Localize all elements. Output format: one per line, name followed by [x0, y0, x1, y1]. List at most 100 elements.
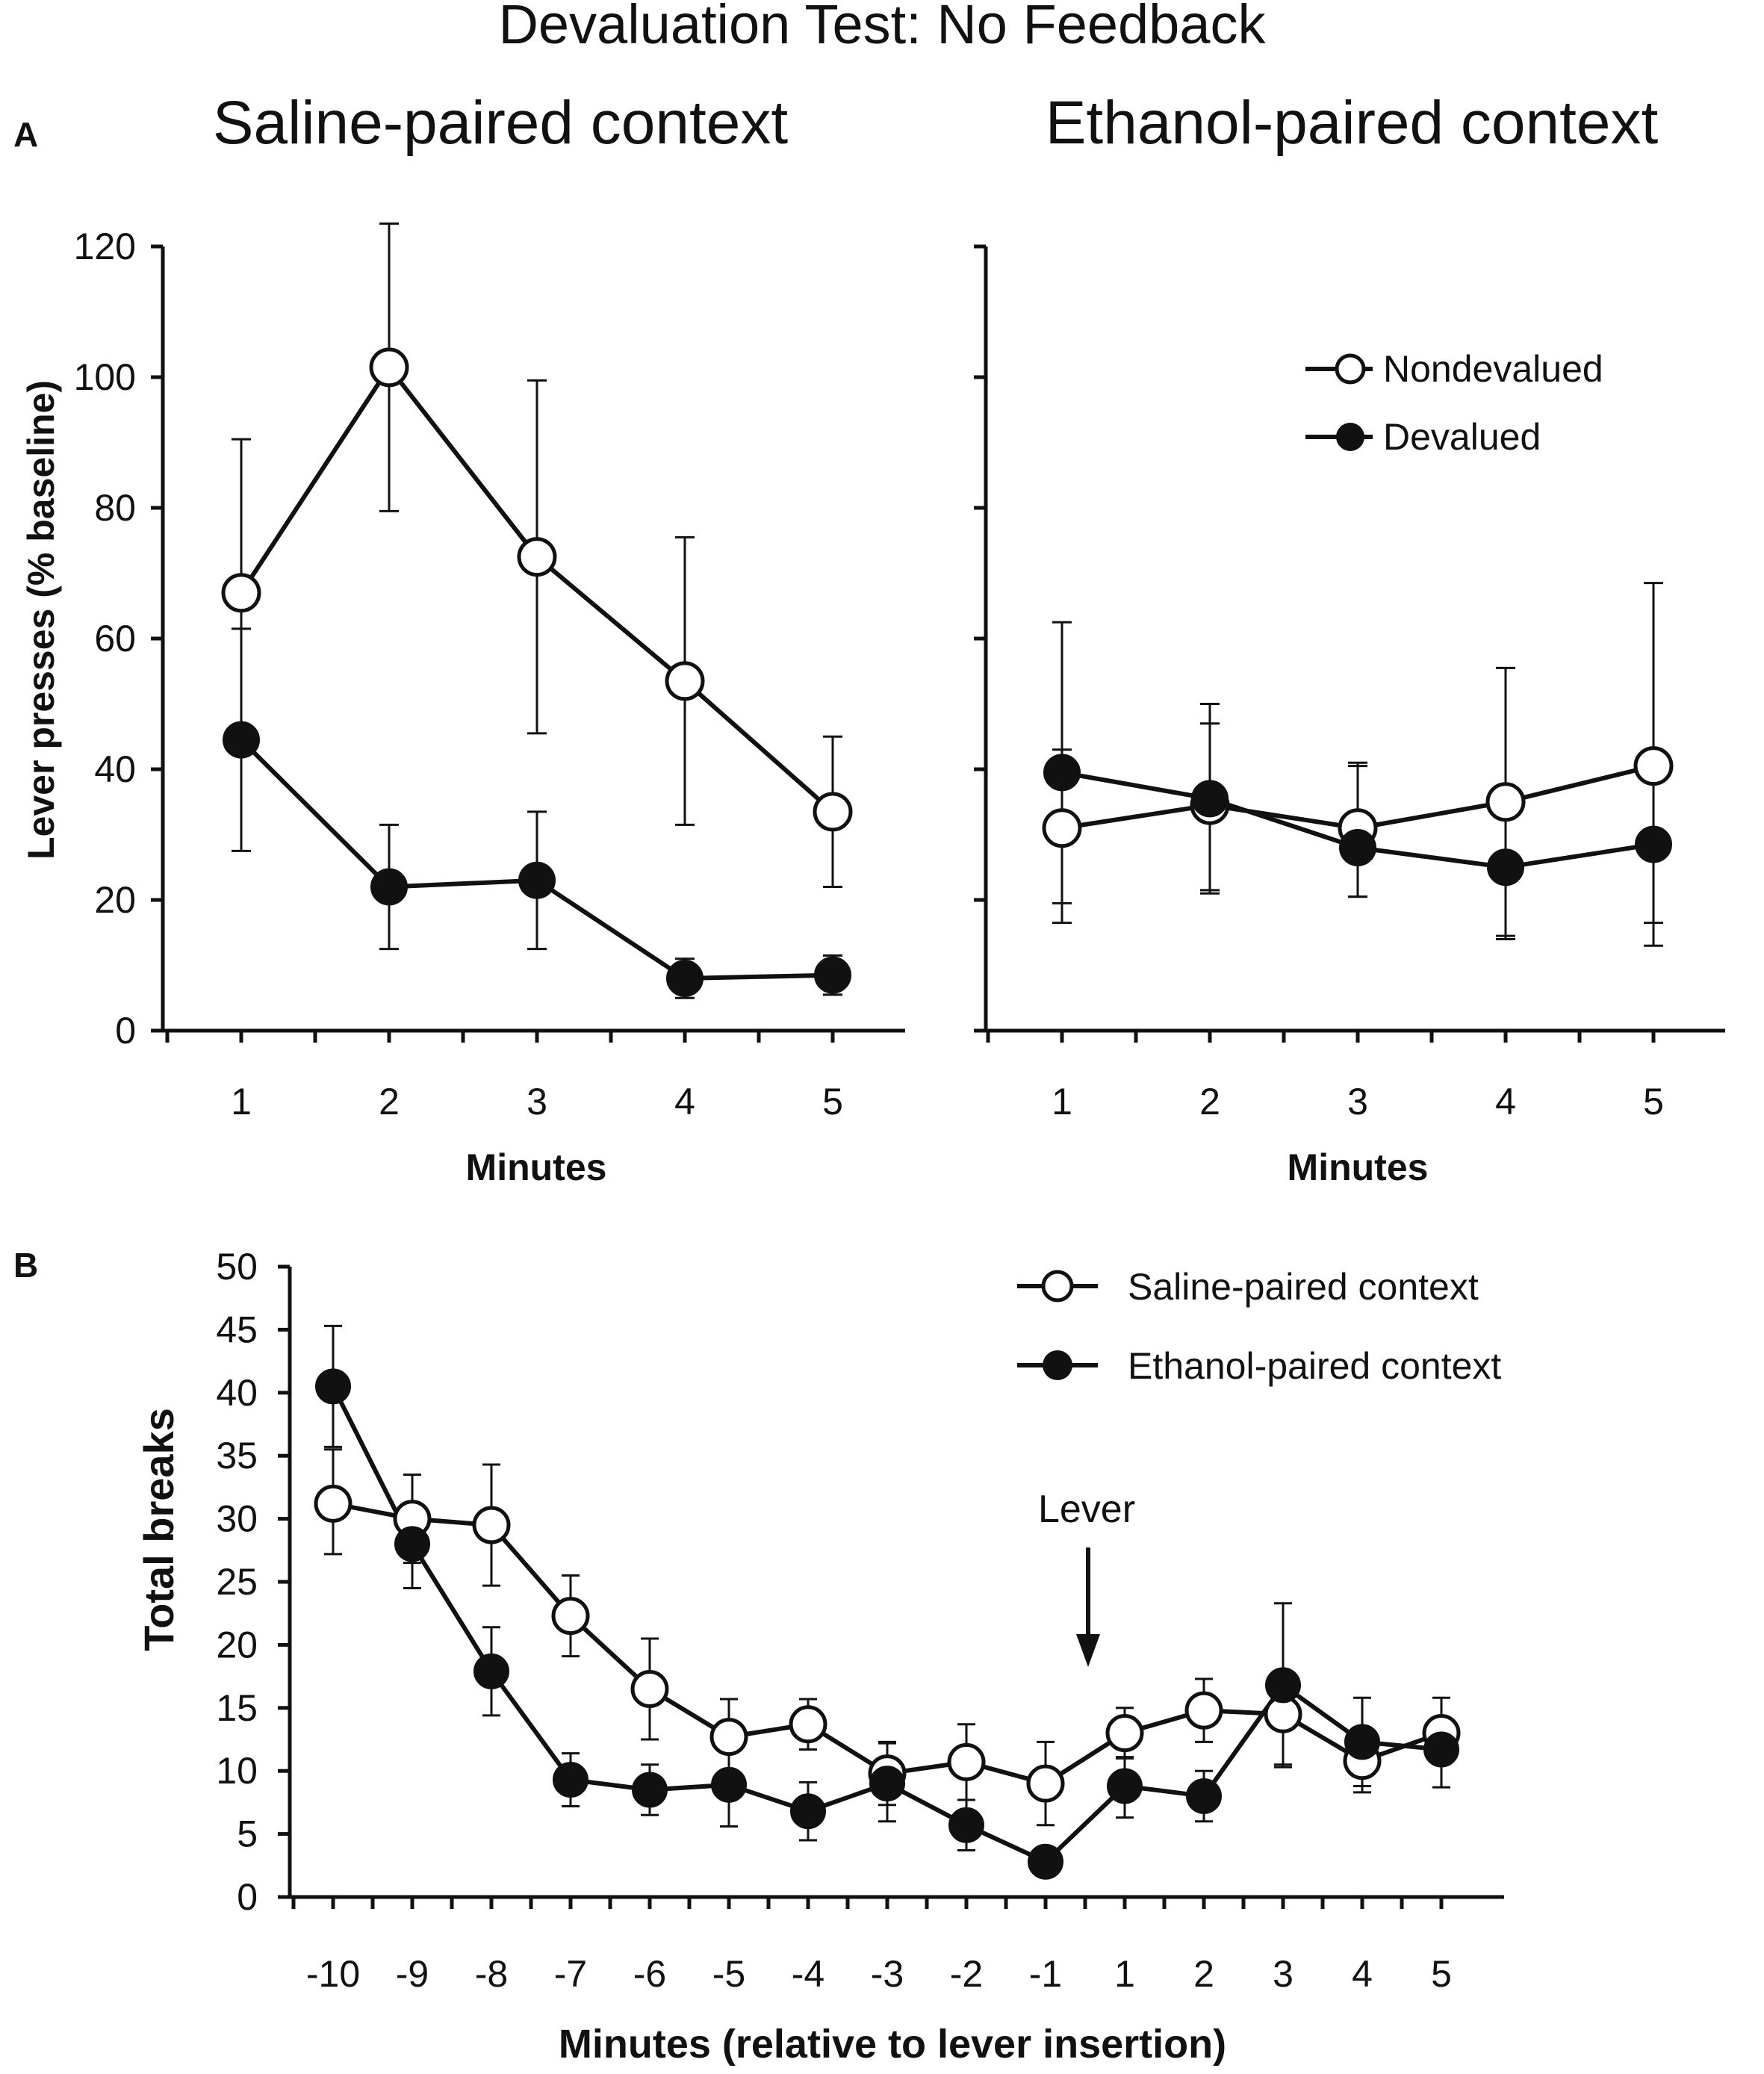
- data-point: [632, 1772, 668, 1808]
- y-tick-label: 40: [94, 748, 136, 790]
- data-point: [630, 1669, 669, 1708]
- data-point: [869, 1766, 905, 1802]
- data-point: [370, 868, 408, 906]
- y-tick-label: 20: [94, 879, 136, 921]
- x-tick-label: -2: [950, 1953, 983, 1995]
- x-tick-label: -5: [712, 1953, 745, 1995]
- legend-marker-devalued: [1336, 423, 1364, 451]
- figure-title: Devaluation Test: No Feedback: [498, 0, 1266, 55]
- data-point: [1042, 808, 1082, 848]
- y-tick-label: 60: [94, 618, 136, 659]
- panel-a-saline: A Saline-paired context Lever presses (%…: [13, 89, 905, 1188]
- data-point: [1635, 825, 1672, 863]
- y-tick-label: 25: [216, 1561, 258, 1603]
- y-tick-label: 0: [115, 1010, 136, 1052]
- data-point: [314, 1484, 353, 1523]
- data-point: [1339, 829, 1376, 866]
- data-point: [789, 1705, 827, 1744]
- panel-b-x-axis-label: Minutes (relative to lever insertion): [559, 2022, 1226, 2067]
- data-point: [1485, 782, 1526, 822]
- data-point: [1107, 1768, 1143, 1804]
- x-tick-label: -1: [1029, 1953, 1062, 1995]
- data-point: [813, 792, 853, 832]
- data-point: [1028, 1843, 1063, 1880]
- x-tick-label: -9: [396, 1953, 429, 1995]
- data-point: [473, 1653, 509, 1689]
- panel-b-y-axis-label: Total breaks: [135, 1408, 182, 1651]
- x-tick-label: 3: [1347, 1081, 1368, 1123]
- panel-a-right-title: Ethanol-paired context: [1046, 89, 1659, 157]
- x-tick-label: 2: [1193, 1953, 1214, 1995]
- x-tick-label: 5: [822, 1081, 843, 1123]
- data-point: [1191, 780, 1229, 818]
- x-tick-label: -7: [554, 1953, 587, 1995]
- y-tick-label: 45: [216, 1308, 258, 1350]
- data-point: [1186, 1778, 1222, 1814]
- panel-a-right-plot-area: [1042, 582, 1674, 947]
- panel-a-left-axes: [151, 244, 905, 1043]
- data-point: [1344, 1724, 1380, 1760]
- data-point: [666, 960, 704, 997]
- x-tick-label: 2: [379, 1081, 400, 1123]
- y-tick-label: 15: [216, 1687, 258, 1729]
- data-point: [551, 1597, 590, 1636]
- data-point: [1265, 1667, 1301, 1704]
- y-tick-label: 30: [216, 1498, 258, 1540]
- legend-marker-nondevalued: [1335, 353, 1366, 385]
- panel-a-left-x-axis-label: Minutes: [466, 1146, 607, 1188]
- x-tick-label: 5: [1431, 1953, 1452, 1995]
- data-point: [517, 537, 557, 577]
- x-tick-label: 4: [674, 1081, 695, 1123]
- legend-label-ethanol: Ethanol-paired context: [1128, 1345, 1501, 1387]
- data-point: [369, 347, 409, 388]
- data-point: [1423, 1731, 1459, 1768]
- data-point: [709, 1718, 748, 1757]
- data-point: [790, 1793, 826, 1830]
- lever-arrow-icon: [1076, 1634, 1100, 1667]
- legend-marker-saline: [1041, 1270, 1074, 1303]
- x-tick-label: 1: [231, 1081, 252, 1123]
- panel-a-legend: Nondevalued Devalued: [1305, 348, 1603, 458]
- x-tick-label: 3: [1273, 1953, 1294, 1995]
- data-point: [223, 721, 260, 759]
- panel-b-annotation: Lever: [1038, 1488, 1135, 1667]
- x-tick-label: -10: [306, 1953, 360, 1995]
- data-point: [1105, 1714, 1144, 1753]
- data-point: [315, 1368, 351, 1405]
- panel-label-b: B: [13, 1246, 38, 1285]
- x-tick-label: 2: [1199, 1081, 1220, 1123]
- panel-a-left-title: Saline-paired context: [213, 89, 789, 157]
- panel-b-total-breaks: B Total breaks Minutes (relative to leve…: [13, 1246, 1504, 2067]
- y-tick-label: 50: [216, 1246, 258, 1288]
- panel-a-right-x-axis-label: Minutes: [1288, 1146, 1429, 1188]
- x-tick-label: -6: [633, 1953, 666, 1995]
- legend-label-saline: Saline-paired context: [1128, 1266, 1479, 1308]
- y-tick-label: 10: [216, 1750, 258, 1792]
- data-point: [221, 573, 261, 613]
- data-point: [711, 1766, 747, 1803]
- panel-b-plot-area: [314, 1324, 1461, 1880]
- panel-a-left-tick-labels: 0 20 40 60 80 100 120 1 2 3 4 5: [74, 226, 843, 1123]
- panel-a-y-axis-label: Lever presses (% baseline): [20, 380, 62, 860]
- data-point: [947, 1742, 986, 1781]
- panel-b-legend: Saline-paired context Ethanol-paired con…: [1017, 1266, 1501, 1387]
- data-point: [665, 661, 705, 701]
- data-point: [394, 1526, 430, 1562]
- x-tick-label: 1: [1052, 1081, 1072, 1123]
- x-tick-label: 3: [527, 1081, 547, 1123]
- y-tick-label: 0: [237, 1876, 258, 1918]
- y-tick-label: 80: [94, 487, 136, 529]
- legend-label-devalued: Devalued: [1383, 416, 1541, 458]
- x-tick-label: -4: [792, 1953, 824, 1995]
- data-point: [1043, 754, 1081, 792]
- x-tick-label: -8: [475, 1953, 508, 1995]
- legend-label-nondevalued: Nondevalued: [1383, 348, 1603, 390]
- x-tick-label: 4: [1352, 1953, 1373, 1995]
- y-tick-label: 20: [216, 1624, 258, 1665]
- y-tick-label: 35: [216, 1435, 258, 1477]
- panel-a-ethanol: Ethanol-paired context Minutes 1 2 3 4 5 Non…: [974, 89, 1725, 1188]
- data-point: [1487, 848, 1524, 887]
- data-point: [948, 1807, 984, 1843]
